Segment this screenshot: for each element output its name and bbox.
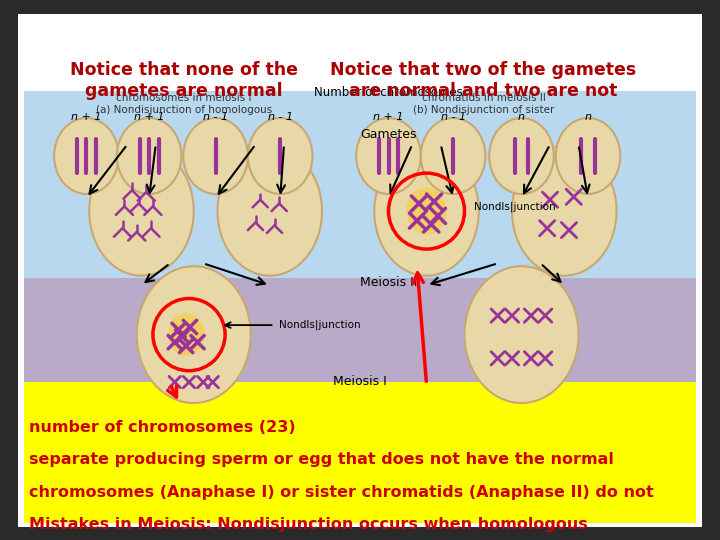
- Text: n: n: [585, 112, 592, 122]
- Ellipse shape: [168, 313, 204, 356]
- Text: chromosomes (Anaphase I) or sister chromatids (Anaphase II) do not: chromosomes (Anaphase I) or sister chrom…: [30, 485, 654, 500]
- Text: number of chromosomes (23): number of chromosomes (23): [30, 420, 296, 435]
- Text: (a) Nondisjunction of homologous: (a) Nondisjunction of homologous: [96, 105, 272, 114]
- Ellipse shape: [217, 146, 322, 276]
- Text: n - 1: n - 1: [441, 112, 466, 122]
- Ellipse shape: [89, 146, 194, 276]
- Ellipse shape: [117, 118, 181, 194]
- Text: Meiosis I: Meiosis I: [333, 375, 387, 388]
- Text: chromatids in meiosis II: chromatids in meiosis II: [422, 93, 546, 103]
- Text: Mistakes in Meiosis: Nondisjunction occurs when homologous: Mistakes in Meiosis: Nondisjunction occu…: [30, 517, 588, 532]
- Text: n + 1: n + 1: [134, 112, 164, 122]
- Ellipse shape: [137, 266, 251, 403]
- Text: Meiosis II: Meiosis II: [360, 276, 417, 289]
- Ellipse shape: [54, 118, 119, 194]
- Text: n: n: [518, 112, 525, 122]
- Text: NondIs|junction: NondIs|junction: [279, 320, 361, 330]
- Text: Gametes: Gametes: [360, 127, 417, 140]
- Text: n + 1: n + 1: [373, 112, 404, 122]
- Ellipse shape: [512, 146, 616, 276]
- Ellipse shape: [184, 118, 248, 194]
- Text: Notice that two of the gametes
are normal and two are not: Notice that two of the gametes are norma…: [330, 61, 636, 100]
- FancyBboxPatch shape: [24, 278, 696, 382]
- Text: chromosomes in meiosis I: chromosomes in meiosis I: [117, 93, 252, 103]
- Text: (b) Nondisjunction of sister: (b) Nondisjunction of sister: [413, 105, 554, 114]
- Text: Number of chromosomes: Number of chromosomes: [314, 86, 463, 99]
- Ellipse shape: [374, 146, 479, 276]
- Ellipse shape: [464, 266, 578, 403]
- Text: NondIs|junction: NondIs|junction: [474, 201, 556, 212]
- Text: n - 1: n - 1: [268, 112, 293, 122]
- Text: n - 1: n - 1: [203, 112, 228, 122]
- Ellipse shape: [556, 118, 621, 194]
- FancyBboxPatch shape: [24, 91, 696, 278]
- Text: Notice that none of the
gametes are normal: Notice that none of the gametes are norm…: [71, 61, 298, 100]
- Ellipse shape: [407, 187, 446, 235]
- Ellipse shape: [489, 118, 554, 194]
- Text: separate producing sperm or egg that does not have the normal: separate producing sperm or egg that doe…: [30, 453, 614, 468]
- Text: n + 1: n + 1: [71, 112, 102, 122]
- Ellipse shape: [248, 118, 312, 194]
- Ellipse shape: [420, 118, 485, 194]
- FancyBboxPatch shape: [16, 11, 704, 529]
- Ellipse shape: [356, 118, 420, 194]
- FancyBboxPatch shape: [24, 382, 696, 523]
